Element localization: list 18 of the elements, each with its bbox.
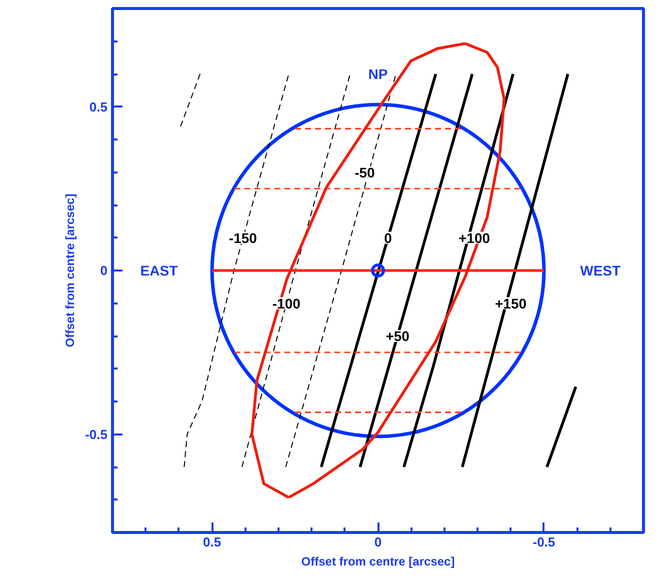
annotation: EAST [140,262,178,278]
y-tick-label: 0.5 [89,99,108,114]
x-tick-label: 0.5 [203,534,222,550]
y-tick-label: 0 [100,263,108,278]
annotation: -100 [272,295,301,312]
x-axis-title: Offset from centre [arcsec] [301,554,455,568]
annotation: +100 [458,230,490,246]
annotation: +50 [386,328,410,344]
x-tick-label: 0 [374,534,382,550]
y-axis-title: Offset from centre [arcsec] [63,194,78,348]
x-tick-label: -0.5 [532,534,556,550]
annotation: WEST [580,262,622,278]
annotation: -150 [228,230,258,246]
annotation: -50 [354,164,376,180]
annotation: NP [368,66,388,82]
annotation: 0 [384,230,392,246]
y-tick-label: -0.5 [85,426,108,442]
annotation: +150 [494,295,527,312]
